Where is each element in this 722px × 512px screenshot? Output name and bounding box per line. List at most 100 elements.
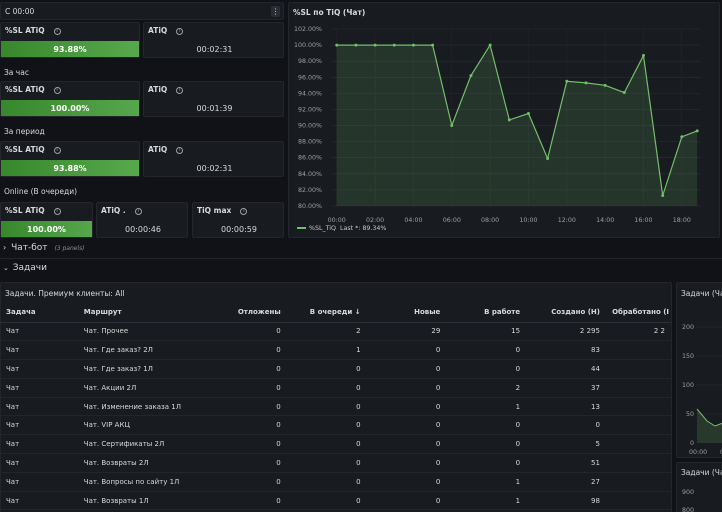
data-point[interactable] <box>431 43 435 47</box>
range-label: С 00:00 <box>5 7 35 16</box>
info-icon[interactable]: i <box>240 207 248 215</box>
cell-route: Чат. VIP АКЦ <box>77 415 187 436</box>
col-processed[interactable]: Обработано (I <box>605 302 671 323</box>
col-postponed[interactable]: Отложены <box>186 302 287 323</box>
table-row[interactable]: Чат Чат. Вопросы по сайту 1Л 0 0 0 1 27 <box>0 472 671 492</box>
row-title: Задачи <box>12 263 47 273</box>
data-point[interactable] <box>507 118 511 122</box>
cell-processed <box>605 434 671 455</box>
atiq-panel-hour: ATiQ i 00:01:39 <box>143 81 284 117</box>
legend-swatch <box>297 227 306 229</box>
data-point[interactable] <box>411 43 415 47</box>
table-row[interactable]: Чат Чат. Где заказ? 1Л 0 0 0 0 44 <box>0 359 671 379</box>
y-tick: 100 <box>682 382 694 389</box>
data-point[interactable] <box>565 79 569 83</box>
x-tick-label: 12:00 <box>558 217 576 224</box>
cell-processed <box>605 453 671 473</box>
col-route[interactable]: Маршрут <box>77 302 187 323</box>
section-hour: За час <box>4 68 29 77</box>
data-point[interactable] <box>335 43 339 47</box>
data-point[interactable] <box>373 43 377 47</box>
sl-panel-day: %SL ATiQ i 93.88% <box>0 22 140 58</box>
row-title: Чат-бот <box>11 243 48 253</box>
data-point[interactable] <box>695 129 699 133</box>
data-point[interactable] <box>641 54 645 58</box>
x-tick-label: 06:00 <box>443 217 461 224</box>
info-icon[interactable]: i <box>134 207 142 215</box>
table-row[interactable]: Чат Чат. Где заказ? 2Л 0 1 0 0 83 <box>0 340 671 361</box>
cell-created: 83 <box>526 340 606 361</box>
info-icon[interactable]: i <box>176 86 184 94</box>
x-tick-label: 16:00 <box>634 217 652 224</box>
y-tick-label: 100.00% <box>294 42 322 49</box>
cell-route: Чат. Вопросы по сайту 1Л <box>77 472 187 492</box>
cell-route: Чат. Где заказ? 1Л <box>77 359 187 379</box>
cell-processed <box>605 472 671 492</box>
table-row[interactable]: Чат Чат. Сертификаты 2Л 0 0 0 0 5 <box>0 434 671 455</box>
data-point[interactable] <box>392 43 396 47</box>
sl-progress-bar: 93.88% <box>1 160 139 176</box>
table-row[interactable]: Чат Чат. Акции 2Л 0 0 0 2 37 <box>0 378 671 398</box>
kebab-icon[interactable]: ⋮ <box>271 6 280 17</box>
table-row[interactable]: Чат Чат. Изменение заказа 1Л 0 0 0 1 13 <box>0 397 671 417</box>
info-icon[interactable]: i <box>176 27 184 35</box>
data-point[interactable] <box>584 81 588 85</box>
cell-in-queue: 0 <box>286 378 367 398</box>
cell-postponed: 0 <box>186 415 287 436</box>
cell-in-work: 0 <box>446 453 527 473</box>
cell-route: Чат. Прочее <box>77 322 187 342</box>
cell-task: Чат <box>0 453 78 473</box>
cell-in-work: 0 <box>446 415 527 436</box>
y-tick: 50 <box>686 411 694 418</box>
info-icon[interactable]: i <box>53 146 61 154</box>
data-point[interactable] <box>469 74 473 78</box>
cell-postponed: 0 <box>186 322 287 342</box>
data-point[interactable] <box>661 194 665 198</box>
row-chat-bot[interactable]: › Чат-бот (3 panels) <box>3 243 85 253</box>
data-point[interactable] <box>354 43 358 47</box>
y-tick-label: 94.00% <box>298 90 322 97</box>
cell-postponed: 0 <box>186 453 287 473</box>
cell-in-work: 0 <box>446 340 527 361</box>
info-icon[interactable]: i <box>53 86 61 94</box>
data-point[interactable] <box>488 43 492 47</box>
cell-in-queue: 1 <box>286 340 367 361</box>
row-tasks[interactable]: ⌄ Задачи <box>3 263 47 273</box>
cell-new: 0 <box>366 453 447 473</box>
table-row[interactable]: Чат Чат. VIP АКЦ 0 0 0 0 0 <box>0 415 671 436</box>
sl-title: %SL ATiQ <box>5 145 45 154</box>
info-icon[interactable]: i <box>176 146 184 154</box>
data-point[interactable] <box>622 91 626 95</box>
cell-new: 0 <box>366 415 447 436</box>
col-in-queue[interactable]: В очереди ↓ <box>286 302 367 323</box>
col-new[interactable]: Новые <box>366 302 447 323</box>
table-header-row: Задача Маршрут Отложены В очереди ↓ Новы… <box>0 302 671 323</box>
col-created[interactable]: Создано (Н) <box>526 302 606 323</box>
cell-in-work: 15 <box>446 322 527 342</box>
data-point[interactable] <box>450 124 454 128</box>
row-meta: (3 panels) <box>54 245 85 252</box>
info-icon[interactable]: i <box>53 27 61 35</box>
cell-processed: 2 2 <box>605 322 671 342</box>
cell-new: 0 <box>366 340 447 361</box>
panel-title: Задачи (Чат <box>681 468 722 477</box>
cell-task: Чат <box>0 472 78 492</box>
sl-panel-online: %SL ATiQ i 100.00% <box>0 202 93 238</box>
x-tick: 00:00 <box>689 449 707 456</box>
tasks-mini-chart: 900 800 <box>682 489 694 512</box>
table-row[interactable]: Чат Чат. Прочее 0 2 29 15 2 295 2 2 <box>0 322 671 342</box>
table-row[interactable]: Чат Чат. Возвраты 1Л 0 0 0 1 98 <box>0 491 671 511</box>
section-online: Online (В очереди) <box>4 187 78 196</box>
col-in-work[interactable]: В работе <box>446 302 527 323</box>
cell-task: Чат <box>0 415 78 436</box>
col-task[interactable]: Задача <box>0 302 78 323</box>
info-icon[interactable]: i <box>53 207 61 215</box>
cell-postponed: 0 <box>186 491 287 511</box>
data-point[interactable] <box>680 135 684 139</box>
data-point[interactable] <box>546 157 550 161</box>
data-point[interactable] <box>603 83 607 87</box>
sl-value: 93.88% <box>53 44 87 54</box>
data-point[interactable] <box>526 111 530 115</box>
chart-legend[interactable]: %SL_TiQ Last *: 89.34% <box>297 225 386 232</box>
table-row[interactable]: Чат Чат. Возвраты 2Л 0 0 0 0 51 <box>0 453 671 473</box>
